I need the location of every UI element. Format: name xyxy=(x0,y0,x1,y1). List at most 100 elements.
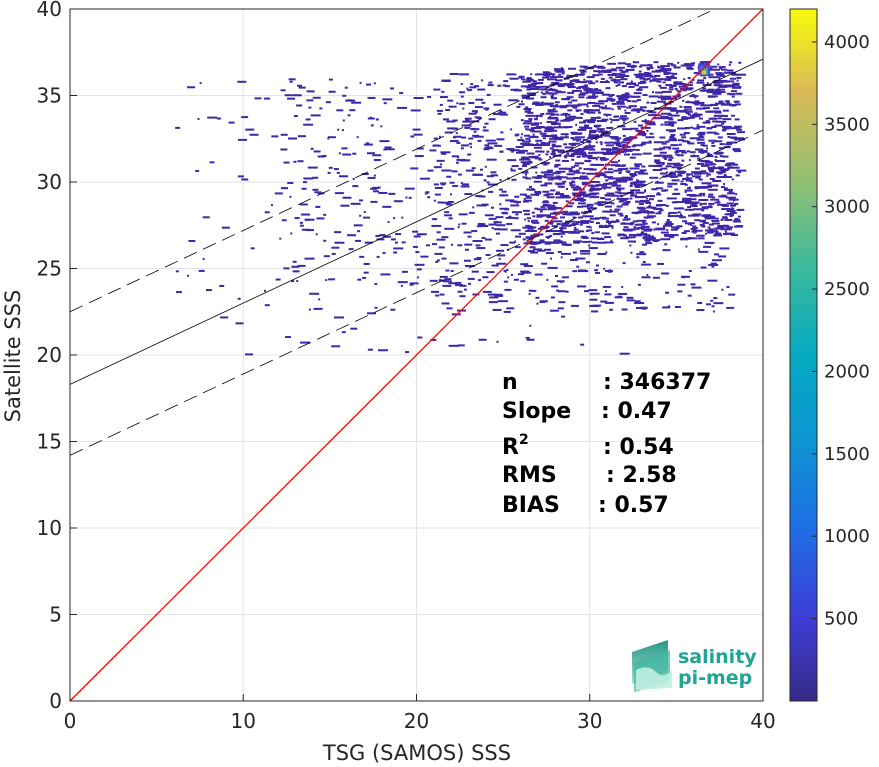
density-cell xyxy=(706,217,716,220)
density-cell xyxy=(390,308,396,311)
density-cell xyxy=(708,193,714,196)
density-cell xyxy=(555,70,565,73)
density-cell xyxy=(555,191,560,194)
density-cell xyxy=(686,194,696,197)
density-cell xyxy=(566,152,570,155)
density-cell xyxy=(722,109,729,112)
density-cell xyxy=(699,89,710,92)
density-cell xyxy=(434,193,441,196)
density-cell xyxy=(586,172,597,175)
density-cell xyxy=(340,204,350,207)
density-cell xyxy=(460,83,463,86)
density-cell xyxy=(665,165,672,168)
density-cell xyxy=(636,88,643,91)
density-cell xyxy=(510,167,513,170)
density-cell xyxy=(669,135,675,138)
density-cell xyxy=(501,190,507,193)
density-cell xyxy=(694,148,703,151)
density-cell xyxy=(545,230,556,233)
density-cell xyxy=(588,247,598,250)
density-cell xyxy=(556,289,560,292)
density-cell xyxy=(488,190,494,193)
density-cell xyxy=(528,122,531,125)
density-cell xyxy=(616,139,620,142)
density-cell xyxy=(544,248,552,251)
density-cell xyxy=(460,182,463,185)
density-cell xyxy=(714,88,725,91)
density-cell xyxy=(630,192,634,195)
density-cell xyxy=(357,278,362,281)
density-cell xyxy=(618,117,629,120)
density-cell xyxy=(555,79,563,82)
density-cell xyxy=(588,131,596,134)
density-cell xyxy=(601,186,612,189)
density-cell xyxy=(685,112,690,115)
density-cell xyxy=(425,191,430,194)
density-cell xyxy=(586,111,596,114)
density-cell xyxy=(202,257,205,260)
density-cell xyxy=(726,92,731,95)
density-cell xyxy=(586,76,595,79)
density-cell xyxy=(708,170,714,173)
density-cell xyxy=(593,184,600,187)
density-cell xyxy=(505,199,515,202)
density-cell xyxy=(499,207,509,210)
density-cell xyxy=(641,307,647,310)
density-cell xyxy=(292,260,297,263)
density-cell xyxy=(448,217,453,220)
density-cell xyxy=(382,235,391,238)
density-cell xyxy=(498,188,503,191)
density-cell xyxy=(618,292,628,295)
density-cell xyxy=(474,85,480,88)
density-cell xyxy=(631,175,636,178)
density-cell xyxy=(522,238,526,241)
density-cell xyxy=(610,93,615,96)
density-cell xyxy=(706,163,713,166)
density-cell xyxy=(525,128,528,131)
density-cell xyxy=(515,235,522,238)
density-cell xyxy=(438,135,441,138)
density-cell xyxy=(600,77,605,80)
density-cell xyxy=(458,213,468,216)
density-cell xyxy=(615,191,622,194)
stat-slope-value: : 0.47 xyxy=(601,399,672,424)
density-cell xyxy=(640,76,644,79)
density-cell xyxy=(600,148,611,151)
density-cell xyxy=(526,237,534,240)
density-cell xyxy=(336,171,340,174)
y-tick-label: 35 xyxy=(37,84,62,108)
density-cell xyxy=(649,176,659,179)
density-cell xyxy=(352,178,355,181)
density-cell xyxy=(521,133,524,136)
density-cell xyxy=(303,123,314,126)
density-cell xyxy=(646,129,649,132)
density-cell xyxy=(630,194,635,197)
density-cell xyxy=(535,296,540,299)
density-cell xyxy=(597,111,601,114)
density-cell xyxy=(450,243,453,246)
density-cell xyxy=(621,164,626,167)
density-cell xyxy=(342,129,345,132)
stat-bias-value: : 0.57 xyxy=(598,493,669,518)
density-cell xyxy=(460,95,464,98)
density-cell xyxy=(527,227,534,230)
density-cell xyxy=(608,95,613,98)
density-cell xyxy=(690,223,693,226)
density-cell xyxy=(556,175,561,178)
density-cell xyxy=(482,276,489,279)
density-cell xyxy=(323,213,327,216)
density-cell xyxy=(508,99,519,102)
density-cell xyxy=(591,232,595,235)
density-cell xyxy=(493,228,500,231)
density-cell xyxy=(413,97,424,100)
density-cell xyxy=(708,73,714,76)
density-cell xyxy=(518,167,523,170)
density-cell xyxy=(589,129,598,132)
density-cell xyxy=(681,136,687,139)
density-cell xyxy=(458,91,465,94)
density-cell xyxy=(589,127,593,130)
density-cell xyxy=(353,224,363,227)
density-cell xyxy=(555,119,560,122)
density-cell xyxy=(599,158,609,161)
density-cell xyxy=(534,190,542,193)
